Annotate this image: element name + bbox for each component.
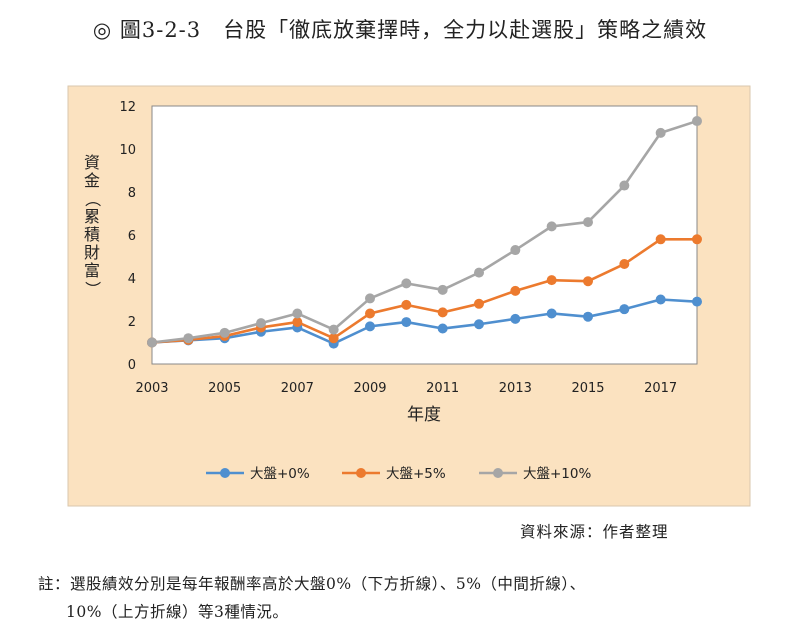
data-point [183, 333, 194, 344]
data-point [474, 298, 484, 309]
y-axis-label-char: 資 [84, 153, 100, 172]
x-axis: 2003 2005 2007 2009 2011 2013 2015 2017 [135, 381, 677, 396]
data-point [583, 311, 593, 322]
y-axis-label-char: 財 [84, 243, 100, 262]
figure-title: ◎ 圖3-2-3 台股「徹底放棄擇時，全力以赴選股」策略之績效 [92, 18, 708, 42]
x-tick-label: 2011 [426, 381, 459, 396]
data-point [546, 275, 557, 286]
data-point [510, 313, 521, 324]
x-tick-label: 2007 [281, 381, 314, 396]
series-line [151, 298, 698, 345]
series-line [151, 238, 697, 344]
data-point [365, 321, 375, 332]
data-point [437, 284, 448, 295]
data-point [401, 317, 412, 328]
series-points [147, 116, 702, 349]
y-axis-label-char: 富 [84, 261, 100, 280]
data-point [147, 337, 157, 348]
data-point [401, 299, 412, 310]
y-tick-label: 8 [128, 186, 136, 201]
data-point [619, 304, 630, 315]
legend-label: 大盤+10% [523, 466, 591, 482]
data-point [328, 324, 339, 335]
series-line [151, 119, 698, 344]
data-point [510, 285, 521, 296]
y-axis-label-char: ） [83, 281, 102, 297]
y-tick-label: 12 [119, 100, 136, 115]
data-point [619, 259, 630, 270]
legend-label: 大盤+0% [250, 466, 310, 482]
data-point [328, 333, 339, 344]
plot-area [151, 105, 698, 365]
data-point [256, 318, 266, 329]
data-point [474, 267, 484, 278]
data-point [437, 307, 448, 318]
legend-marker [493, 468, 503, 478]
x-tick-label: 2003 [135, 381, 168, 396]
source-note: 資料來源：作者整理 [520, 523, 669, 541]
data-point [692, 296, 702, 307]
data-point [655, 294, 666, 305]
data-point [365, 293, 375, 304]
legend: 大盤+0% 大盤+5% 大盤+10% [206, 466, 591, 482]
y-axis: 0 2 4 6 8 10 12 [119, 100, 136, 373]
y-tick-label: 10 [119, 143, 136, 158]
data-point [692, 116, 702, 127]
data-point [619, 180, 630, 191]
y-tick-label: 0 [128, 358, 136, 373]
data-point [583, 276, 593, 287]
x-axis-label: 年度 [407, 405, 441, 425]
data-point [292, 308, 303, 319]
x-tick-label: 2013 [499, 381, 532, 396]
y-axis-label-char: 金 [84, 171, 100, 190]
data-point [474, 319, 484, 330]
series-lines [151, 119, 698, 345]
x-tick-label: 2009 [353, 381, 386, 396]
y-tick-label: 2 [128, 315, 136, 330]
y-axis-label-char: 積 [84, 225, 100, 244]
footnote: 註：選股績效分別是每年報酬率高於大盤0%（下方折線）、5%（中間折線）、 10%… [38, 570, 788, 626]
y-tick-label: 4 [128, 272, 136, 287]
x-tick-label: 2017 [644, 381, 677, 396]
legend-marker [356, 468, 366, 478]
data-point [437, 323, 448, 334]
data-point [546, 308, 557, 319]
footnote-line-1: 註：選股績效分別是每年報酬率高於大盤0%（下方折線）、5%（中間折線）、 [38, 575, 586, 593]
x-tick-label: 2005 [208, 381, 241, 396]
data-point [292, 317, 303, 328]
data-point [692, 234, 702, 245]
y-tick-label: 6 [128, 229, 136, 244]
footnote-line-2: 10%（上方折線）等3種情況。 [66, 603, 289, 621]
data-point [655, 127, 666, 138]
data-point [546, 221, 557, 232]
y-axis-label-char: （ [83, 191, 102, 207]
data-point [401, 278, 412, 289]
data-point [510, 245, 521, 256]
x-tick-label: 2015 [571, 381, 604, 396]
data-point [365, 308, 375, 319]
data-point [219, 327, 230, 338]
legend-marker [220, 468, 230, 478]
data-point [583, 217, 593, 228]
legend-label: 大盤+5% [386, 466, 446, 482]
y-axis-label-char: 累 [84, 207, 100, 226]
data-point [655, 234, 666, 245]
